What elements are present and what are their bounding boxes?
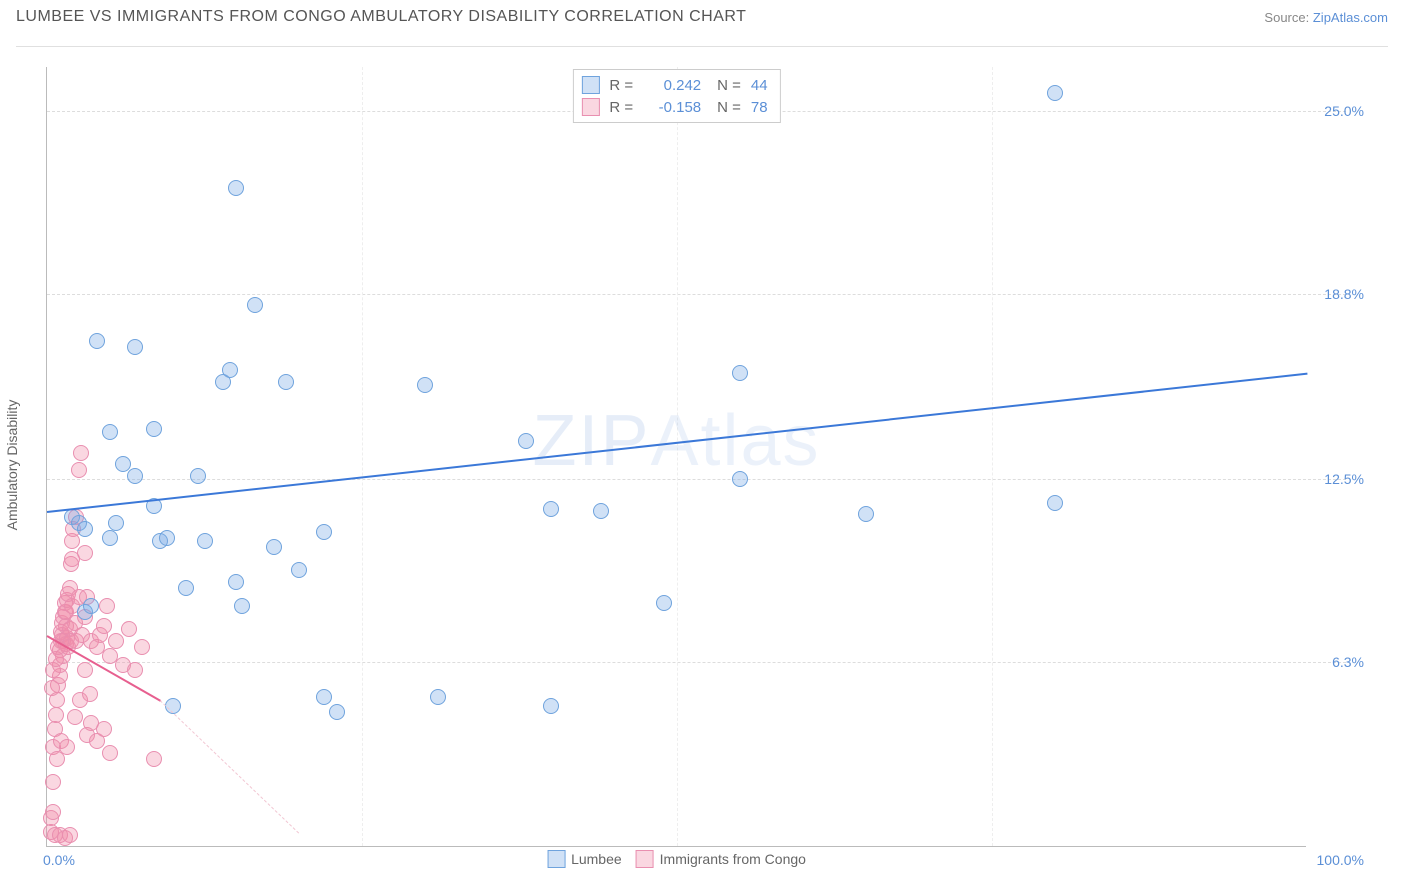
scatter-point [656,595,672,611]
scatter-point [127,339,143,355]
scatter-point [329,704,345,720]
scatter-point [108,515,124,531]
scatter-point [121,621,137,637]
chart-header: LUMBEE VS IMMIGRANTS FROM CONGO AMBULATO… [0,0,1406,34]
scatter-point [102,745,118,761]
n-label: N = [717,77,741,94]
y-axis-label: Ambulatory Disability [4,399,20,530]
scatter-point [59,739,75,755]
scatter-point [134,639,150,655]
gridline-v [362,67,363,846]
scatter-point [316,689,332,705]
legend-swatch [581,76,599,94]
scatter-point [77,521,93,537]
scatter-point [593,503,609,519]
scatter-point [146,421,162,437]
series-legend: Lumbee Immigrants from Congo [547,850,806,868]
trendline-extrapolated [160,700,299,833]
correlation-legend-row: R = -0.158 N = 78 [581,96,767,118]
scatter-point [1047,495,1063,511]
scatter-point [62,827,78,843]
correlation-legend-row: R = 0.242 N = 44 [581,74,767,96]
scatter-point [77,662,93,678]
scatter-point [228,180,244,196]
legend-swatch-blue [547,850,565,868]
source-attribution: Source: ZipAtlas.com [1264,10,1388,25]
scatter-point [278,374,294,390]
gridline-v [677,67,678,846]
gridline-v [992,67,993,846]
scatter-point [77,545,93,561]
source-link[interactable]: ZipAtlas.com [1313,10,1388,25]
legend-swatch-pink [636,850,654,868]
scatter-point [247,297,263,313]
scatter-point [99,598,115,614]
scatter-point [44,680,60,696]
scatter-point [127,662,143,678]
scatter-point [417,377,433,393]
y-axis-tick-label: 25.0% [1324,103,1364,119]
r-value: 0.242 [639,77,701,94]
scatter-point [67,709,83,725]
scatter-point [1047,85,1063,101]
legend-item-pink: Immigrants from Congo [636,850,806,868]
y-axis-tick-label: 6.3% [1332,654,1364,670]
scatter-point [234,598,250,614]
scatter-point [266,539,282,555]
scatter-point [858,506,874,522]
scatter-point [73,445,89,461]
n-value: 78 [751,99,768,116]
chart-title: LUMBEE VS IMMIGRANTS FROM CONGO AMBULATO… [16,8,746,26]
n-label: N = [717,99,741,116]
gridline-h [47,662,1346,663]
n-value: 44 [751,77,768,94]
scatter-point [89,333,105,349]
scatter-point [102,530,118,546]
scatter-point [316,524,332,540]
scatter-point [543,698,559,714]
scatter-point [228,574,244,590]
scatter-point [146,751,162,767]
scatter-point [82,686,98,702]
scatter-point [291,562,307,578]
gridline-h [47,294,1346,295]
scatter-point [732,365,748,381]
scatter-point [518,433,534,449]
scatter-point [127,468,143,484]
scatter-point [222,362,238,378]
r-label: R = [609,99,633,116]
correlation-legend: R = 0.242 N = 44 R = -0.158 N = 78 [572,69,780,123]
scatter-point [430,689,446,705]
gridline-h [47,479,1346,480]
scatter-point [178,580,194,596]
y-axis-tick-label: 18.8% [1324,286,1364,302]
r-label: R = [609,77,633,94]
scatter-point [732,471,748,487]
scatter-point [45,804,61,820]
y-axis-tick-label: 12.5% [1324,471,1364,487]
scatter-point [102,424,118,440]
x-axis-min-label: 0.0% [43,852,75,868]
scatter-point [96,618,112,634]
scatter-point [45,774,61,790]
scatter-point [543,501,559,517]
scatter-point [96,721,112,737]
r-value: -0.158 [639,99,701,116]
plot-area: ZIPAtlas R =0.242N =44R =-0.158N =78 0.0… [46,67,1306,847]
scatter-point [159,530,175,546]
scatter-point [190,468,206,484]
x-axis-max-label: 100.0% [1317,852,1364,868]
legend-swatch [581,98,599,116]
scatter-point [71,462,87,478]
scatter-point [83,598,99,614]
scatter-point [108,633,124,649]
scatter-point [48,707,64,723]
scatter-point [197,533,213,549]
legend-item-blue: Lumbee [547,850,622,868]
chart-container: Ambulatory Disability ZIPAtlas R =0.242N… [16,46,1388,882]
